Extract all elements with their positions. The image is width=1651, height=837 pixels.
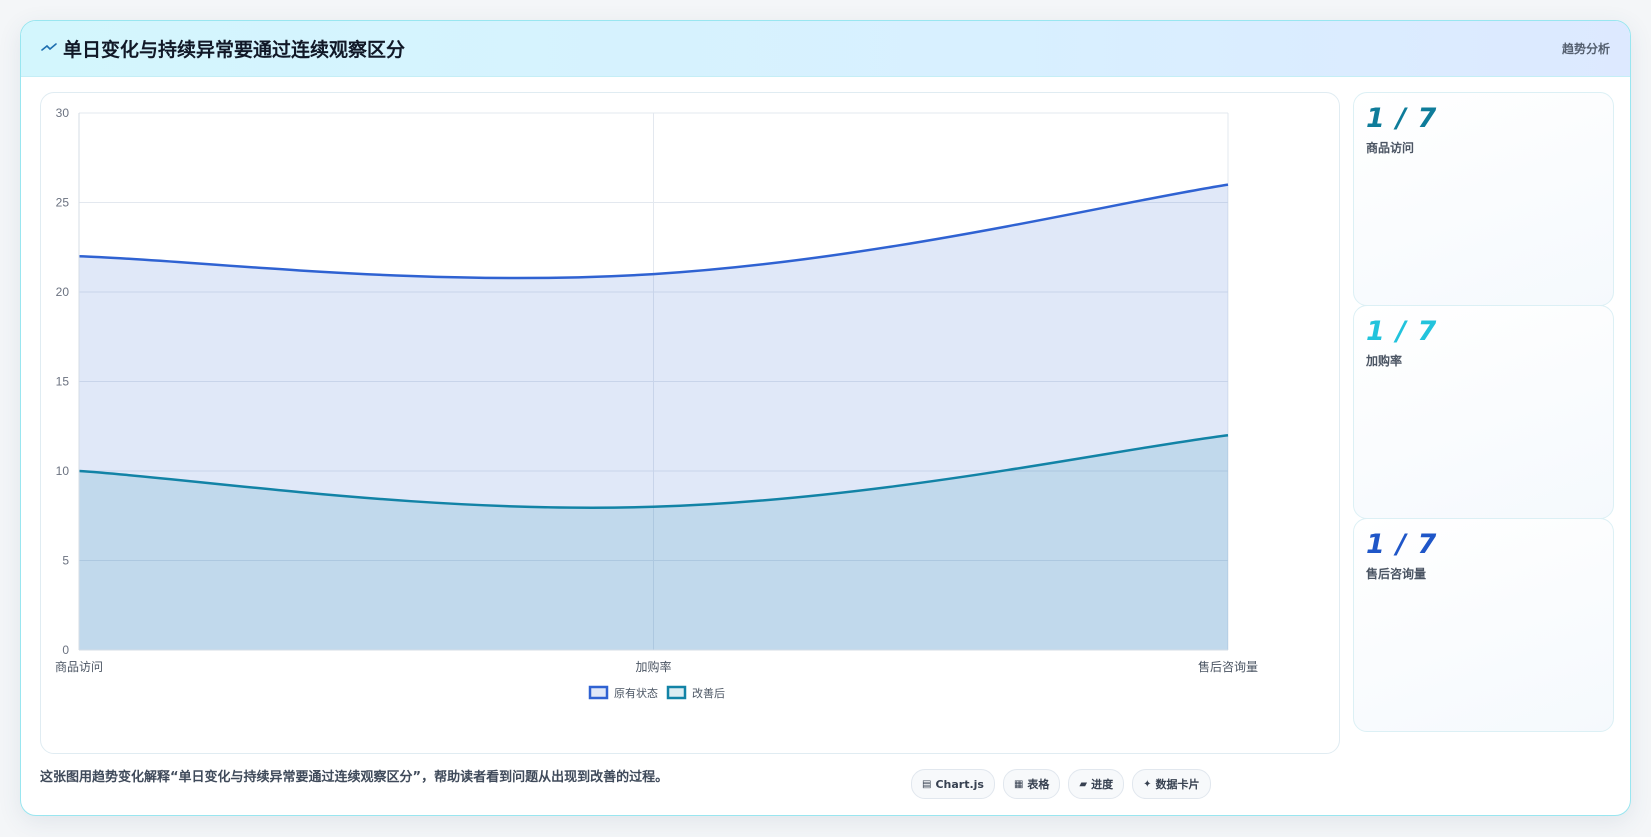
card-header: 单日变化与持续异常要通过连续观察区分 趋势分析 — [21, 21, 1630, 77]
legend-swatch — [666, 685, 687, 700]
kpi-label: 加购率 — [1366, 354, 1403, 368]
x-tick-label: 加购率 — [635, 659, 671, 674]
kpi-card-add-to-cart-rate: 1 / 7 加购率 — [1353, 305, 1614, 519]
chip-label: 数据卡片 — [1155, 778, 1200, 791]
kpi-label: 商品访问 — [1366, 141, 1415, 155]
y-tick-label: 25 — [56, 196, 70, 210]
series-area — [79, 435, 1228, 650]
chip-table[interactable]: ▦ 表格 — [1002, 769, 1061, 799]
table-icon: ▦ — [1013, 778, 1024, 790]
progress-icon: ▰ — [1079, 778, 1088, 790]
kpi-value: 1 / 7 — [1366, 529, 1438, 560]
legend-label: 改善后 — [692, 686, 725, 700]
chip-label: 表格 — [1027, 778, 1050, 791]
chip-label: Chart.js — [935, 777, 984, 791]
chip-progress[interactable]: ▰ 进度 — [1068, 769, 1125, 799]
y-tick-label: 30 — [56, 106, 70, 120]
y-tick-label: 0 — [62, 643, 69, 657]
y-tick-label: 20 — [56, 285, 70, 299]
y-tick-label: 15 — [56, 375, 70, 389]
kpi-card-after-sales-inquiries: 1 / 7 售后咨询量 — [1353, 518, 1614, 732]
chip-chartjs[interactable]: ▤ Chart.js — [911, 769, 995, 799]
series-area — [79, 184, 1228, 650]
x-tick-label: 商品访问 — [55, 659, 103, 674]
y-tick-label: 5 — [62, 554, 69, 568]
kpi-value: 1 / 7 — [1366, 316, 1438, 347]
kpi-label: 售后咨询量 — [1366, 567, 1427, 581]
kpi-card-product-visits: 1 / 7 商品访问 — [1353, 92, 1614, 306]
chart-description: 这张图用趋势变化解释“单日变化与持续异常要通过连续观察区分”，帮助读者看到问题从… — [40, 770, 669, 785]
analysis-tag: 趋势分析 — [1561, 42, 1610, 56]
legend-label: 原有状态 — [614, 686, 658, 700]
x-tick-label: 售后咨询量 — [1198, 659, 1258, 674]
chip-label: 进度 — [1091, 778, 1114, 791]
page-title: 单日变化与持续异常要通过连续观察区分 — [63, 39, 406, 61]
kpi-value: 1 / 7 — [1366, 103, 1438, 134]
sparkle-icon: ✦ — [1143, 778, 1152, 790]
chart-panel: 0 5 10 15 20 25 30 商品访问 加购率 售后咨询量原有状态 改善后 — [40, 92, 1340, 754]
chart-icon: ▤ — [922, 778, 932, 790]
trend-card: 单日变化与持续异常要通过连续观察区分 趋势分析 0 5 10 15 20 25 30 商品访问… — [20, 20, 1631, 816]
feature-chips: ▤ Chart.js ▦ 表格 ▰ 进度 ✦ 数据卡片 — [911, 769, 1211, 799]
y-tick-label: 10 — [56, 464, 70, 478]
legend-swatch — [588, 685, 609, 700]
trend-line-icon — [41, 43, 57, 51]
chip-data-cards[interactable]: ✦ 数据卡片 — [1132, 769, 1211, 799]
